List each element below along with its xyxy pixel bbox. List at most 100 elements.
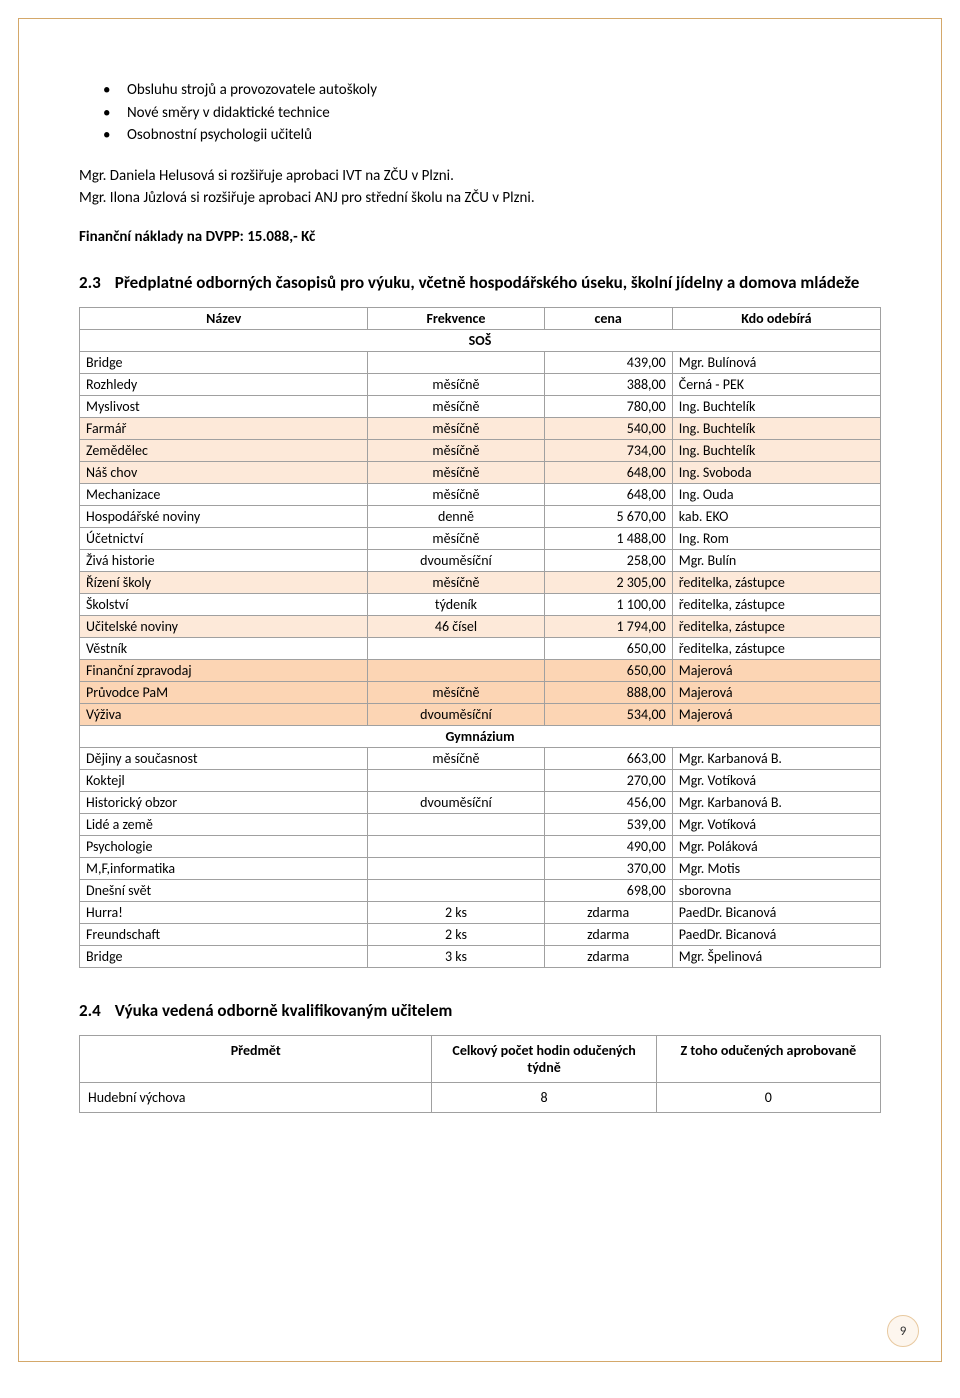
cell-freq: měsíčně [368,396,544,418]
col-total-hours: Celkový počet hodin odučených týdně [432,1036,656,1083]
cell-who: ředitelka, zástupce [672,572,880,594]
table-row: Myslivostměsíčně780,00Ing. Buchtelík [80,396,881,418]
cell-price: 1 100,00 [544,594,672,616]
cell-price: 888,00 [544,682,672,704]
table-row: Živá historiedvouměsíční258,00Mgr. Bulín [80,550,881,572]
cell-who: Majerová [672,660,880,682]
cell-price: 540,00 [544,418,672,440]
cell-freq: dvouměsíční [368,550,544,572]
table-row: Bridge3 kszdarmaMgr. Špelinová [80,946,881,968]
cell-who: kab. EKO [672,506,880,528]
cell-who: ředitelka, zástupce [672,616,880,638]
cell-price: 663,00 [544,748,672,770]
cell-name: Historický obzor [80,792,368,814]
table-row: Dnešní svět698,00sborovna [80,880,881,902]
cell-freq: měsíčně [368,528,544,550]
cell-freq: dvouměsíční [368,704,544,726]
table-row: Výživadvouměsíční534,00Majerová [80,704,881,726]
cell-name: Bridge [80,946,368,968]
table-header-row: Název Frekvence cena Kdo odebírá [80,308,881,330]
cell-price: 456,00 [544,792,672,814]
table-row: Dějiny a současnostměsíčně663,00Mgr. Kar… [80,748,881,770]
cell-name: Věstník [80,638,368,660]
cell-freq: měsíčně [368,374,544,396]
table-row: Psychologie490,00Mgr. Poláková [80,836,881,858]
table-row: Hospodářské novinydenně5 670,00kab. EKO [80,506,881,528]
cell-price: 490,00 [544,836,672,858]
qualified-teaching-table: Předmět Celkový počet hodin odučených tý… [79,1035,881,1113]
cell-who: Ing. Buchtelík [672,396,880,418]
cell-name: Farmář [80,418,368,440]
cell-freq [368,880,544,902]
cell-price: 650,00 [544,660,672,682]
cell-who: Ing. Svoboda [672,462,880,484]
col-subject: Předmět [80,1036,432,1083]
cell-subject: Hudební výchova [80,1083,432,1113]
cell-name: Mechanizace [80,484,368,506]
cell-name: Hospodářské noviny [80,506,368,528]
table-row: Účetnictvíměsíčně1 488,00Ing. Rom [80,528,881,550]
cell-price: zdarma [544,946,672,968]
list-item: Nové směry v didaktické technice [103,102,881,125]
cell-who: ředitelka, zástupce [672,638,880,660]
cell-name: Školství [80,594,368,616]
table-row: Školstvítýdeník1 100,00ředitelka, zástup… [80,594,881,616]
cell-price: 780,00 [544,396,672,418]
group-label: SOŠ [80,330,881,352]
cell-name: Psychologie [80,836,368,858]
table-row: Koktejl270,00Mgr. Votíková [80,770,881,792]
cell-hours: 8 [432,1083,656,1113]
cell-who: Černá - PEK [672,374,880,396]
cell-freq: 2 ks [368,924,544,946]
cell-price: 650,00 [544,638,672,660]
finance-label: Finanční náklady na DVPP: 15.088,- Kč [79,226,881,249]
col-approved: Z toho odučených aprobovaně [656,1036,880,1083]
cell-name: Živá historie [80,550,368,572]
cell-price: 734,00 [544,440,672,462]
text-line: Mgr. Ilona Jůzlová si rozšiřuje aprobaci… [79,189,535,207]
cell-who: PaedDr. Bicanová [672,902,880,924]
page-number: 9 [887,1315,919,1347]
cell-who: Majerová [672,682,880,704]
cell-price: 5 670,00 [544,506,672,528]
group-label: Gymnázium [80,726,881,748]
table-row: Věstník 650,00ředitelka, zástupce [80,638,881,660]
section-number: 2.3 [79,272,101,293]
cell-price: 370,00 [544,858,672,880]
cell-name: Průvodce PaM [80,682,368,704]
text-line: Mgr. Daniela Helusová si rozšiřuje aprob… [79,167,454,185]
cell-freq: dvouměsíční [368,792,544,814]
table-row: Hudební výchova80 [80,1083,881,1113]
cell-freq [368,638,544,660]
list-item: Osobnostní psychologii učitelů [103,124,881,147]
cell-name: Rozhledy [80,374,368,396]
cell-who: Mgr. Špelinová [672,946,880,968]
cell-name: Náš chov [80,462,368,484]
cell-price: 648,00 [544,484,672,506]
cell-name: Řízení školy [80,572,368,594]
table-header-row: Předmět Celkový počet hodin odučených tý… [80,1036,881,1083]
cell-price: 258,00 [544,550,672,572]
cell-freq: měsíčně [368,484,544,506]
cell-freq: 3 ks [368,946,544,968]
col-price: cena [544,308,672,330]
table-group-gym: Gymnázium [80,726,881,748]
cell-name: Koktejl [80,770,368,792]
cell-freq: 46 čísel [368,616,544,638]
cell-name: Zemědělec [80,440,368,462]
list-item: Obsluhu strojů a provozovatele autoškoly [103,79,881,102]
cell-freq [368,858,544,880]
cell-name: Dějiny a současnost [80,748,368,770]
cell-freq: měsíčně [368,418,544,440]
cell-who: Ing. Buchtelík [672,418,880,440]
table-row: Náš chovměsíčně648,00Ing. Svoboda [80,462,881,484]
cell-price: 1 794,00 [544,616,672,638]
cell-price: 698,00 [544,880,672,902]
table-row: Průvodce PaMměsíčně888,00Majerová [80,682,881,704]
col-who: Kdo odebírá [672,308,880,330]
table-row: Mechanizaceměsíčně648,00Ing. Ouda [80,484,881,506]
col-name: Název [80,308,368,330]
cell-freq: měsíčně [368,440,544,462]
cell-freq [368,814,544,836]
section-number: 2.4 [79,1000,101,1021]
